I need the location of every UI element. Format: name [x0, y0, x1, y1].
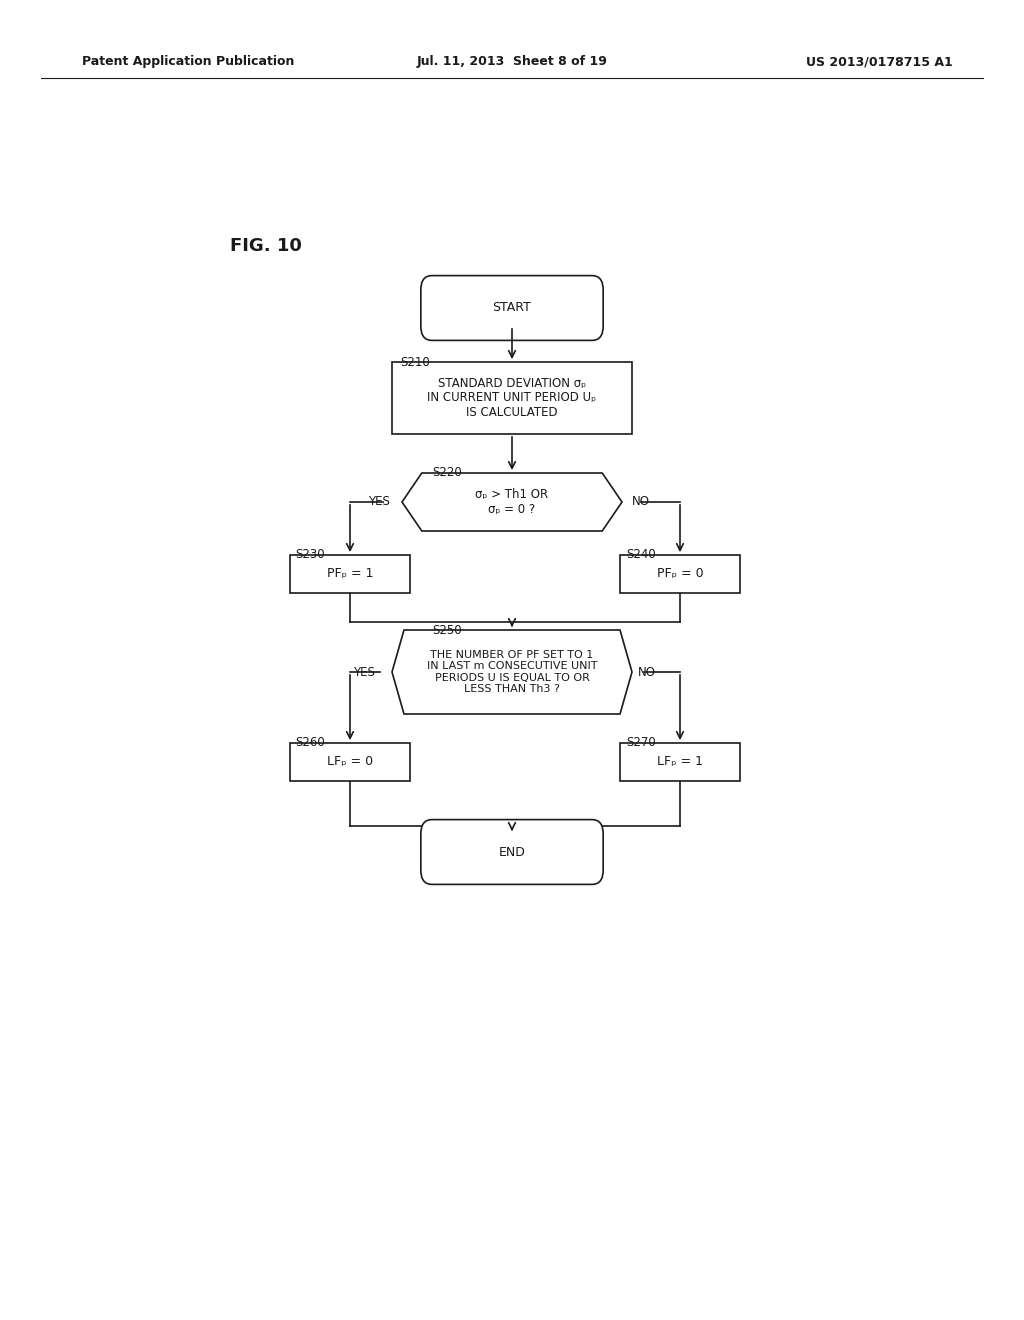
- Text: S210: S210: [400, 355, 430, 368]
- Text: NO: NO: [632, 495, 650, 508]
- Text: S240: S240: [626, 548, 655, 561]
- Text: PFₚ = 0: PFₚ = 0: [656, 568, 703, 581]
- FancyBboxPatch shape: [421, 820, 603, 884]
- Text: S230: S230: [295, 548, 325, 561]
- Text: σₚ > Th1 OR
σₚ = 0 ?: σₚ > Th1 OR σₚ = 0 ?: [475, 488, 549, 516]
- Text: S260: S260: [295, 735, 325, 748]
- Text: LFₚ = 0: LFₚ = 0: [327, 755, 373, 768]
- Polygon shape: [392, 630, 632, 714]
- Text: END: END: [499, 846, 525, 858]
- Text: LFₚ = 1: LFₚ = 1: [657, 755, 703, 768]
- Text: PFₚ = 1: PFₚ = 1: [327, 568, 374, 581]
- Text: START: START: [493, 301, 531, 314]
- Text: YES: YES: [353, 665, 375, 678]
- Bar: [620, 743, 740, 781]
- Polygon shape: [402, 473, 622, 531]
- Text: S270: S270: [626, 735, 655, 748]
- Text: NO: NO: [638, 665, 656, 678]
- FancyBboxPatch shape: [421, 276, 603, 341]
- Bar: [392, 362, 632, 434]
- Text: S250: S250: [432, 623, 462, 636]
- Text: Patent Application Publication: Patent Application Publication: [82, 55, 294, 69]
- Text: FIG. 10: FIG. 10: [230, 238, 302, 255]
- Text: STANDARD DEVIATION σₚ
IN CURRENT UNIT PERIOD Uₚ
IS CALCULATED: STANDARD DEVIATION σₚ IN CURRENT UNIT PE…: [427, 376, 597, 420]
- Text: Jul. 11, 2013  Sheet 8 of 19: Jul. 11, 2013 Sheet 8 of 19: [417, 55, 607, 69]
- Text: S220: S220: [432, 466, 462, 479]
- Bar: [290, 554, 410, 593]
- Text: US 2013/0178715 A1: US 2013/0178715 A1: [806, 55, 952, 69]
- Bar: [290, 743, 410, 781]
- Text: THE NUMBER OF PF SET TO 1
IN LAST m CONSECUTIVE UNIT
PERIODS U IS EQUAL TO OR
LE: THE NUMBER OF PF SET TO 1 IN LAST m CONS…: [427, 649, 597, 694]
- Text: YES: YES: [368, 495, 390, 508]
- Bar: [620, 554, 740, 593]
